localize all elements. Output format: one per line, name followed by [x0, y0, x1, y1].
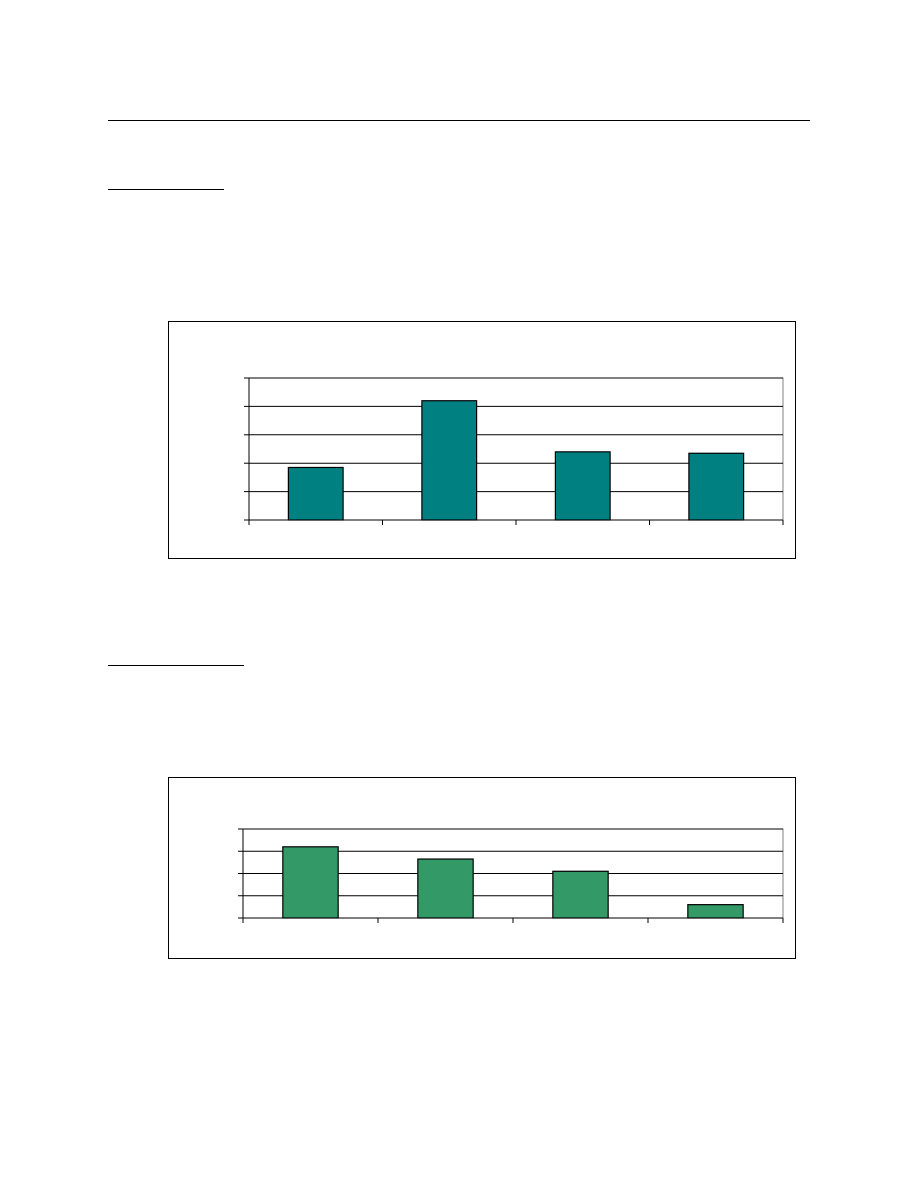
chart-1-bar-2 — [421, 400, 478, 521]
chart-1-bar-4 — [688, 452, 745, 521]
chart-2-bar-1 — [282, 846, 339, 919]
chart-1-bar-1 — [287, 466, 344, 521]
section-2-heading-underline — [108, 665, 244, 666]
chart-2-bar-2 — [417, 858, 474, 919]
header-rule — [108, 120, 810, 121]
chart-2-bar-3 — [552, 870, 609, 919]
chart-1 — [244, 377, 784, 525]
chart-1-frame — [168, 321, 796, 559]
section-1-heading-underline — [108, 189, 224, 190]
chart-2-frame — [168, 777, 796, 959]
chart-2-bar-4 — [687, 904, 744, 919]
chart-2 — [238, 828, 784, 923]
chart-1-bar-3 — [554, 451, 611, 521]
